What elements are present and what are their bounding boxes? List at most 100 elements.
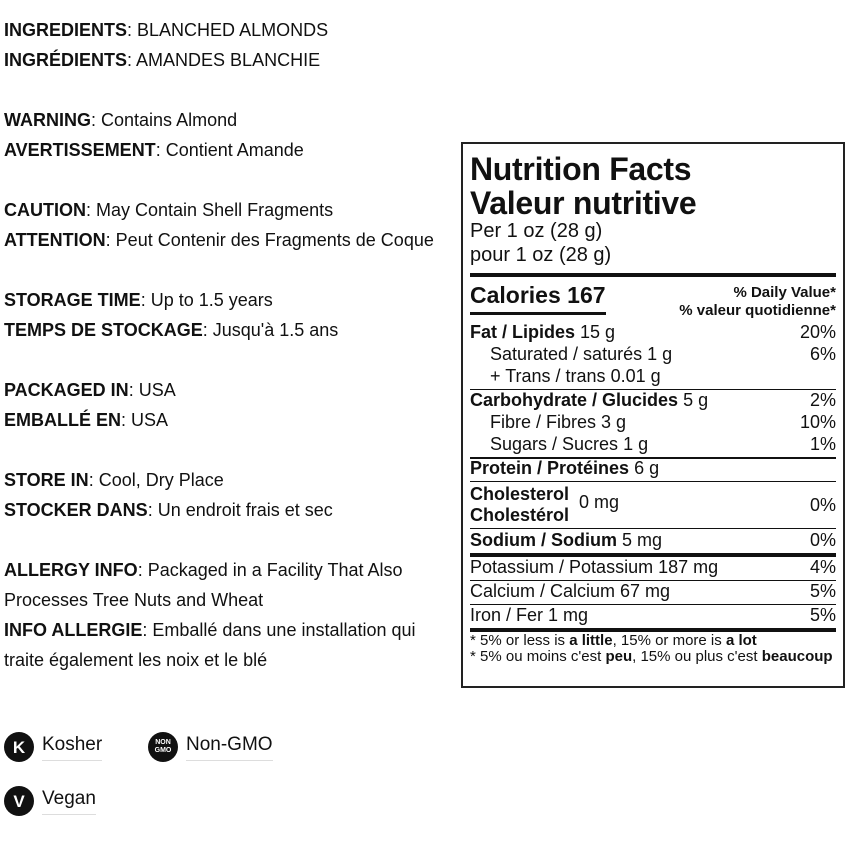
- nf-title-fr: Valeur nutritive: [470, 185, 697, 221]
- info-text: Jusqu'à 1.5 ans: [212, 320, 339, 340]
- info-label: PACKAGED IN: [4, 380, 129, 400]
- nutrient-dv: 10%: [799, 412, 836, 432]
- footnote-bold: peu: [605, 648, 633, 665]
- badge-label: Kosher: [42, 734, 103, 761]
- nutrient-label: + Trans / trans: [490, 366, 606, 386]
- nutrient-label: Fat / Lipides: [470, 322, 576, 342]
- info-line: INGRÉDIENTS: AMANDES BLANCHIE: [4, 50, 321, 70]
- product-info: INGREDIENTS: BLANCHED ALMONDS INGRÉDIENTS…: [4, 15, 454, 675]
- info-label: WARNING: [4, 110, 91, 130]
- info-text: Peut Contenir des Fragments de Coque: [115, 230, 434, 250]
- vegan-badge: V Vegan: [4, 786, 96, 816]
- divider: [470, 628, 836, 632]
- footnote-text: , 15% ou plus c'est: [632, 648, 762, 665]
- info-line: STOCKER DANS: Un endroit frais et sec: [4, 500, 333, 520]
- sodium-row: Sodium / Sodium 5 mg 0%: [470, 530, 836, 551]
- badge-label: Non-GMO: [186, 734, 273, 761]
- info-text: Emballé dans une installation qui traite…: [4, 620, 416, 670]
- spacer: [4, 525, 454, 555]
- kosher-icon: K: [4, 732, 34, 762]
- nutrient-dv: 5%: [809, 581, 836, 601]
- cholesterol-row: Cholesterol Cholestérol 0 mg 0%: [470, 484, 836, 526]
- divider: [470, 604, 836, 605]
- dv-fr: % valeur quotidienne*: [679, 302, 836, 319]
- info-line: TEMPS DE STOCKAGE: Jusqu'à 1.5 ans: [4, 320, 339, 340]
- nutrient-amount: 3 g: [601, 412, 627, 432]
- nutrient-amount: 6 g: [634, 458, 660, 478]
- sugars-row: Sugars / Sucres 1 g 1%: [470, 434, 836, 455]
- divider: [470, 389, 836, 390]
- info-label: ALLERGY INFO: [4, 560, 138, 580]
- vegan-icon: V: [4, 786, 34, 816]
- nutrient-amount: 0 mg: [579, 491, 620, 512]
- info-text: Contains Almond: [101, 110, 238, 130]
- info-label: ATTENTION: [4, 230, 106, 250]
- trans-row: + Trans / trans 0.01 g: [470, 366, 836, 387]
- dv-en: % Daily Value*: [733, 284, 836, 301]
- calcium-row: Calcium / Calcium 67 mg 5%: [470, 581, 836, 602]
- nutrient-label: Iron / Fer 1 mg: [470, 605, 589, 625]
- info-label: AVERTISSEMENT: [4, 140, 156, 160]
- nutrient-dv: 6%: [809, 344, 836, 364]
- info-line: ALLERGY INFO: Packaged in a Facility Tha…: [4, 560, 403, 610]
- nutrient-amount: 0.01 g: [610, 366, 661, 386]
- spacer: [4, 165, 454, 195]
- info-text: Up to 1.5 years: [150, 290, 273, 310]
- nf-title-en: Nutrition Facts: [470, 151, 692, 187]
- info-label: TEMPS DE STOCKAGE: [4, 320, 203, 340]
- saturated-row: Saturated / saturés 1 g 6%: [470, 344, 836, 365]
- info-line: INFO ALLERGIE: Emballé dans une installa…: [4, 620, 416, 670]
- spacer: [4, 435, 454, 465]
- nutrient-dv: 0%: [809, 530, 836, 550]
- info-text: May Contain Shell Fragments: [96, 200, 334, 220]
- nutrient-label: Cholesterol: [470, 484, 570, 504]
- divider: [470, 481, 836, 482]
- footnote-text: , 15% or more is: [612, 632, 726, 649]
- kosher-badge: K Kosher: [4, 732, 103, 762]
- non-gmo-icon: NON GMO: [148, 732, 178, 762]
- fibre-row: Fibre / Fibres 3 g 10%: [470, 412, 836, 433]
- nutrient-amount: 1 g: [623, 434, 649, 454]
- footnote-text: * 5% ou moins c'est: [470, 648, 606, 665]
- info-text: USA: [138, 380, 176, 400]
- nutrient-amount: 15 g: [580, 322, 616, 342]
- info-text: Contient Amande: [165, 140, 304, 160]
- nutrient-label: Carbohydrate / Glucides: [470, 390, 679, 410]
- info-line: CAUTION: May Contain Shell Fragments: [4, 200, 334, 220]
- divider: [470, 528, 836, 529]
- info-text: Packaged in a Facility That Also Process…: [4, 560, 403, 610]
- nutrient-label: Protein / Protéines: [470, 458, 630, 478]
- nutrient-label: Potassium / Potassium 187 mg: [470, 557, 719, 577]
- footnote-fr: * 5% ou moins c'est peu, 15% ou plus c'e…: [470, 649, 836, 665]
- serving-fr: pour 1 oz (28 g): [470, 244, 612, 266]
- nutrient-label: Calcium / Calcium 67 mg: [470, 581, 671, 601]
- nutrient-dv: 5%: [809, 605, 836, 625]
- footnote-en: * 5% or less is a little, 15% or more is…: [470, 633, 836, 649]
- info-text: Un endroit frais et sec: [157, 500, 333, 520]
- info-line: WARNING: Contains Almond: [4, 110, 238, 130]
- info-label: INFO ALLERGIE: [4, 620, 143, 640]
- info-label: CAUTION: [4, 200, 86, 220]
- spacer: [4, 345, 454, 375]
- info-line: STORE IN: Cool, Dry Place: [4, 470, 224, 490]
- nutrient-dv: 1%: [809, 434, 836, 454]
- nutrient-dv: 20%: [799, 322, 836, 342]
- protein-row: Protein / Protéines 6 g: [470, 458, 836, 479]
- nutrient-amount: 1 g: [647, 344, 673, 364]
- nutrient-label: Fibre / Fibres: [490, 412, 597, 432]
- carb-row: Carbohydrate / Glucides 5 g 2%: [470, 390, 836, 411]
- calories-row: Calories 167 % Daily Value*% valeur quot…: [470, 282, 836, 320]
- divider: [470, 553, 836, 557]
- footnote-text: * 5% or less is: [470, 632, 570, 649]
- info-label: EMBALLÉ EN: [4, 410, 121, 430]
- info-label: STOCKER DANS: [4, 500, 148, 520]
- divider: [470, 273, 836, 277]
- info-line: PACKAGED IN: USA: [4, 380, 176, 400]
- info-text: Cool, Dry Place: [98, 470, 224, 490]
- badge-label: Vegan: [42, 788, 96, 815]
- info-text: AMANDES BLANCHIE: [136, 50, 321, 70]
- calories: Calories 167: [470, 282, 606, 315]
- divider: [470, 580, 836, 581]
- nutrient-label: Cholestérol: [470, 505, 570, 525]
- info-label: INGRÉDIENTS: [4, 50, 128, 70]
